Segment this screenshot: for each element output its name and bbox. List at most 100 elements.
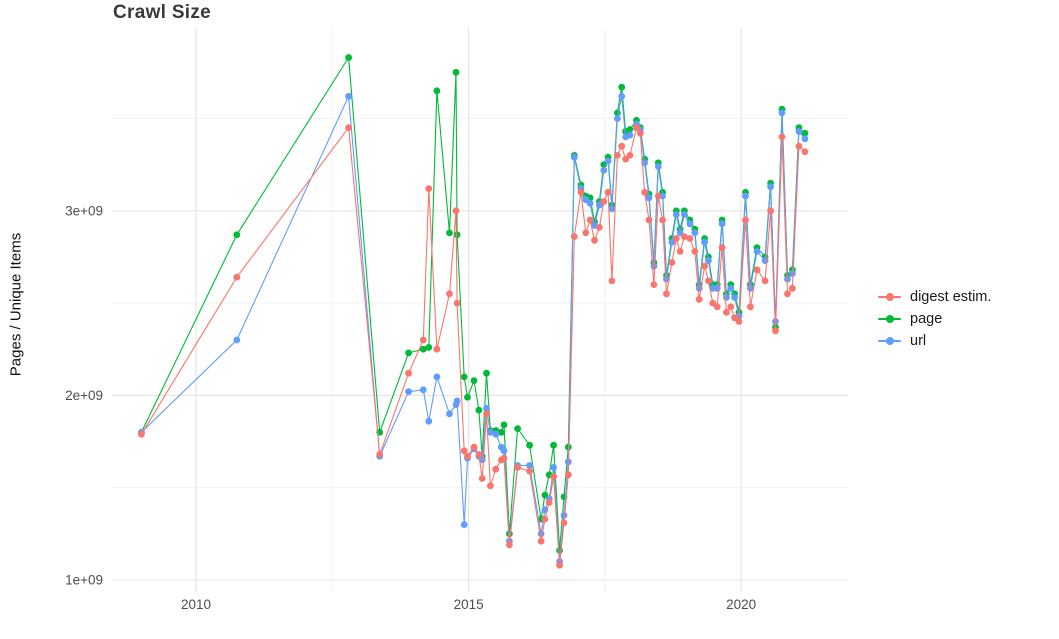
data-point-url <box>453 397 461 405</box>
data-point-url <box>727 284 735 292</box>
data-point-url <box>425 417 433 425</box>
data-point-digest <box>784 290 791 298</box>
data-point-digest <box>492 465 500 473</box>
data-point-digest <box>537 537 545 545</box>
data-point-page <box>233 231 241 239</box>
data-point-url <box>718 220 726 228</box>
data-point-url <box>570 153 578 161</box>
data-point-url <box>600 166 608 174</box>
data-point-url <box>705 257 712 264</box>
data-point-digest <box>577 188 585 196</box>
data-point-url <box>767 183 774 191</box>
data-point-digest <box>645 216 653 224</box>
data-point-digest <box>713 303 721 311</box>
data-point-url <box>345 92 352 100</box>
data-point-digest <box>460 447 468 455</box>
data-point-page <box>453 231 461 239</box>
data-point-url <box>405 388 412 396</box>
data-point-url <box>686 220 694 228</box>
data-point-url <box>586 200 594 207</box>
data-point-digest <box>614 152 621 159</box>
data-point-page <box>550 441 557 449</box>
data-point-digest <box>376 451 384 458</box>
data-point-digest <box>608 277 616 285</box>
legend-label: url <box>910 332 927 349</box>
data-point-url <box>614 115 621 122</box>
x-tick-label: 2010 <box>181 597 211 612</box>
data-point-digest <box>626 152 634 159</box>
data-point-digest <box>591 236 598 244</box>
y-tick-label: 1e+09 <box>65 573 103 588</box>
data-point-digest <box>514 464 521 471</box>
data-point-url <box>681 211 688 218</box>
data-point-url <box>492 430 500 438</box>
data-point-digest <box>550 473 557 480</box>
data-point-digest <box>475 451 483 458</box>
data-point-digest <box>789 284 796 292</box>
data-point-page <box>405 349 412 357</box>
data-point-url <box>560 512 568 519</box>
data-point-digest <box>686 235 694 242</box>
data-point-page <box>526 441 533 449</box>
data-point-digest <box>564 471 572 479</box>
data-point-url <box>526 462 533 469</box>
data-point-digest <box>233 273 241 281</box>
data-point-digest <box>636 129 644 137</box>
data-point-digest <box>663 290 670 298</box>
data-point-digest <box>767 207 774 215</box>
data-point-digest <box>487 482 494 490</box>
data-point-page <box>470 377 478 384</box>
data-point-url <box>419 386 427 394</box>
data-point-digest <box>618 142 626 150</box>
data-point-url <box>672 211 680 218</box>
data-point-digest <box>747 303 754 311</box>
data-point-digest <box>345 124 352 132</box>
data-point-page <box>464 393 471 401</box>
data-point-page <box>475 406 483 414</box>
data-point-url <box>446 410 453 418</box>
data-point-url <box>742 192 749 200</box>
data-point-url <box>626 131 634 139</box>
page-title: Crawl Size <box>113 2 212 23</box>
data-point-digest <box>778 133 786 141</box>
data-point-url <box>723 294 730 301</box>
data-point-page <box>425 344 433 351</box>
legend-key-icon <box>878 311 901 326</box>
data-point-page <box>419 345 427 353</box>
legend-key-icon <box>878 289 901 304</box>
data-point-url <box>645 194 653 202</box>
data-point-page <box>618 83 626 91</box>
data-point-digest <box>641 188 648 196</box>
data-point-digest <box>433 345 441 353</box>
data-point-digest <box>453 299 461 307</box>
data-point-digest <box>541 515 549 523</box>
data-point-digest <box>586 216 594 224</box>
data-point-digest <box>753 266 761 274</box>
data-point-url <box>604 157 612 165</box>
data-point-digest <box>545 499 553 506</box>
data-point-digest <box>761 277 769 285</box>
data-point-url <box>654 163 662 170</box>
data-point-page <box>514 425 521 432</box>
data-point-digest <box>705 277 712 285</box>
data-point-digest <box>676 248 684 255</box>
data-point-digest <box>727 303 735 311</box>
data-point-digest <box>772 327 779 335</box>
data-point-digest <box>742 216 749 224</box>
data-point-digest <box>668 259 676 266</box>
series-line-url <box>141 94 806 562</box>
data-point-digest <box>596 224 603 231</box>
data-point-digest <box>570 233 578 241</box>
data-point-url <box>608 205 616 213</box>
data-point-digest <box>701 262 708 270</box>
data-point-digest <box>478 475 486 482</box>
data-point-digest <box>556 561 563 569</box>
data-point-url <box>789 270 796 277</box>
data-point-digest <box>600 198 608 205</box>
data-point-url <box>713 284 721 292</box>
data-point-digest <box>681 233 688 241</box>
data-point-digest <box>582 229 590 237</box>
data-point-digest <box>718 244 726 252</box>
data-point-digest <box>695 296 703 303</box>
data-point-digest <box>801 148 809 156</box>
